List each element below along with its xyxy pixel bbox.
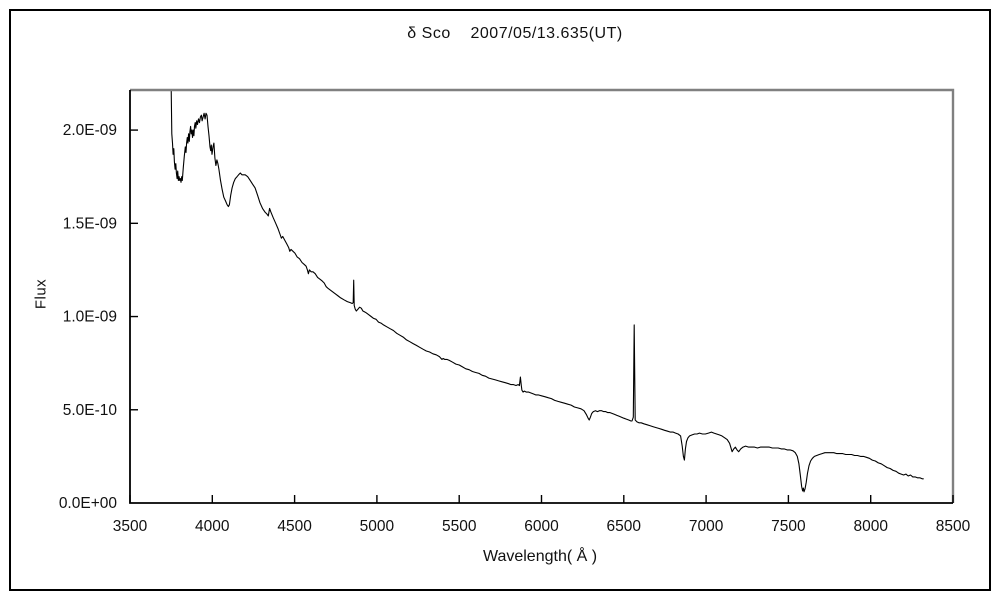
y-tick-label: 5.0E-10 [63, 402, 118, 419]
x-tick-label: 7000 [689, 518, 724, 535]
plot-frame-top-right [130, 88, 955, 503]
outer-border [9, 9, 991, 591]
x-tick-label: 5500 [442, 518, 477, 535]
y-tick-label: 1.0E-09 [63, 309, 117, 326]
y-tick-label: 0.0E+00 [59, 495, 118, 512]
chart-title: δ Sco 2007/05/13.635(UT) [407, 25, 623, 42]
x-tick-label: 8500 [936, 518, 971, 535]
x-tick-label: 7500 [771, 518, 806, 535]
plot-frame-left-bottom [129, 90, 953, 504]
x-tick-label: 6500 [607, 518, 642, 535]
x-tick-label: 4000 [195, 518, 230, 535]
y-axis-label: Flux [32, 278, 50, 310]
y-tick-label: 1.5E-09 [63, 215, 117, 232]
x-tick-label: 4500 [277, 518, 312, 535]
x-axis-label: Wavelength( Å ) [482, 548, 598, 565]
y-tick-label: 2.0E-09 [63, 122, 117, 139]
x-tick-label: 8000 [853, 518, 888, 535]
x-tick-label: 6000 [524, 518, 559, 535]
spectrum-line [170, 90, 924, 493]
x-tick-label: 3500 [113, 518, 148, 535]
x-tick-label: 5000 [360, 518, 395, 535]
